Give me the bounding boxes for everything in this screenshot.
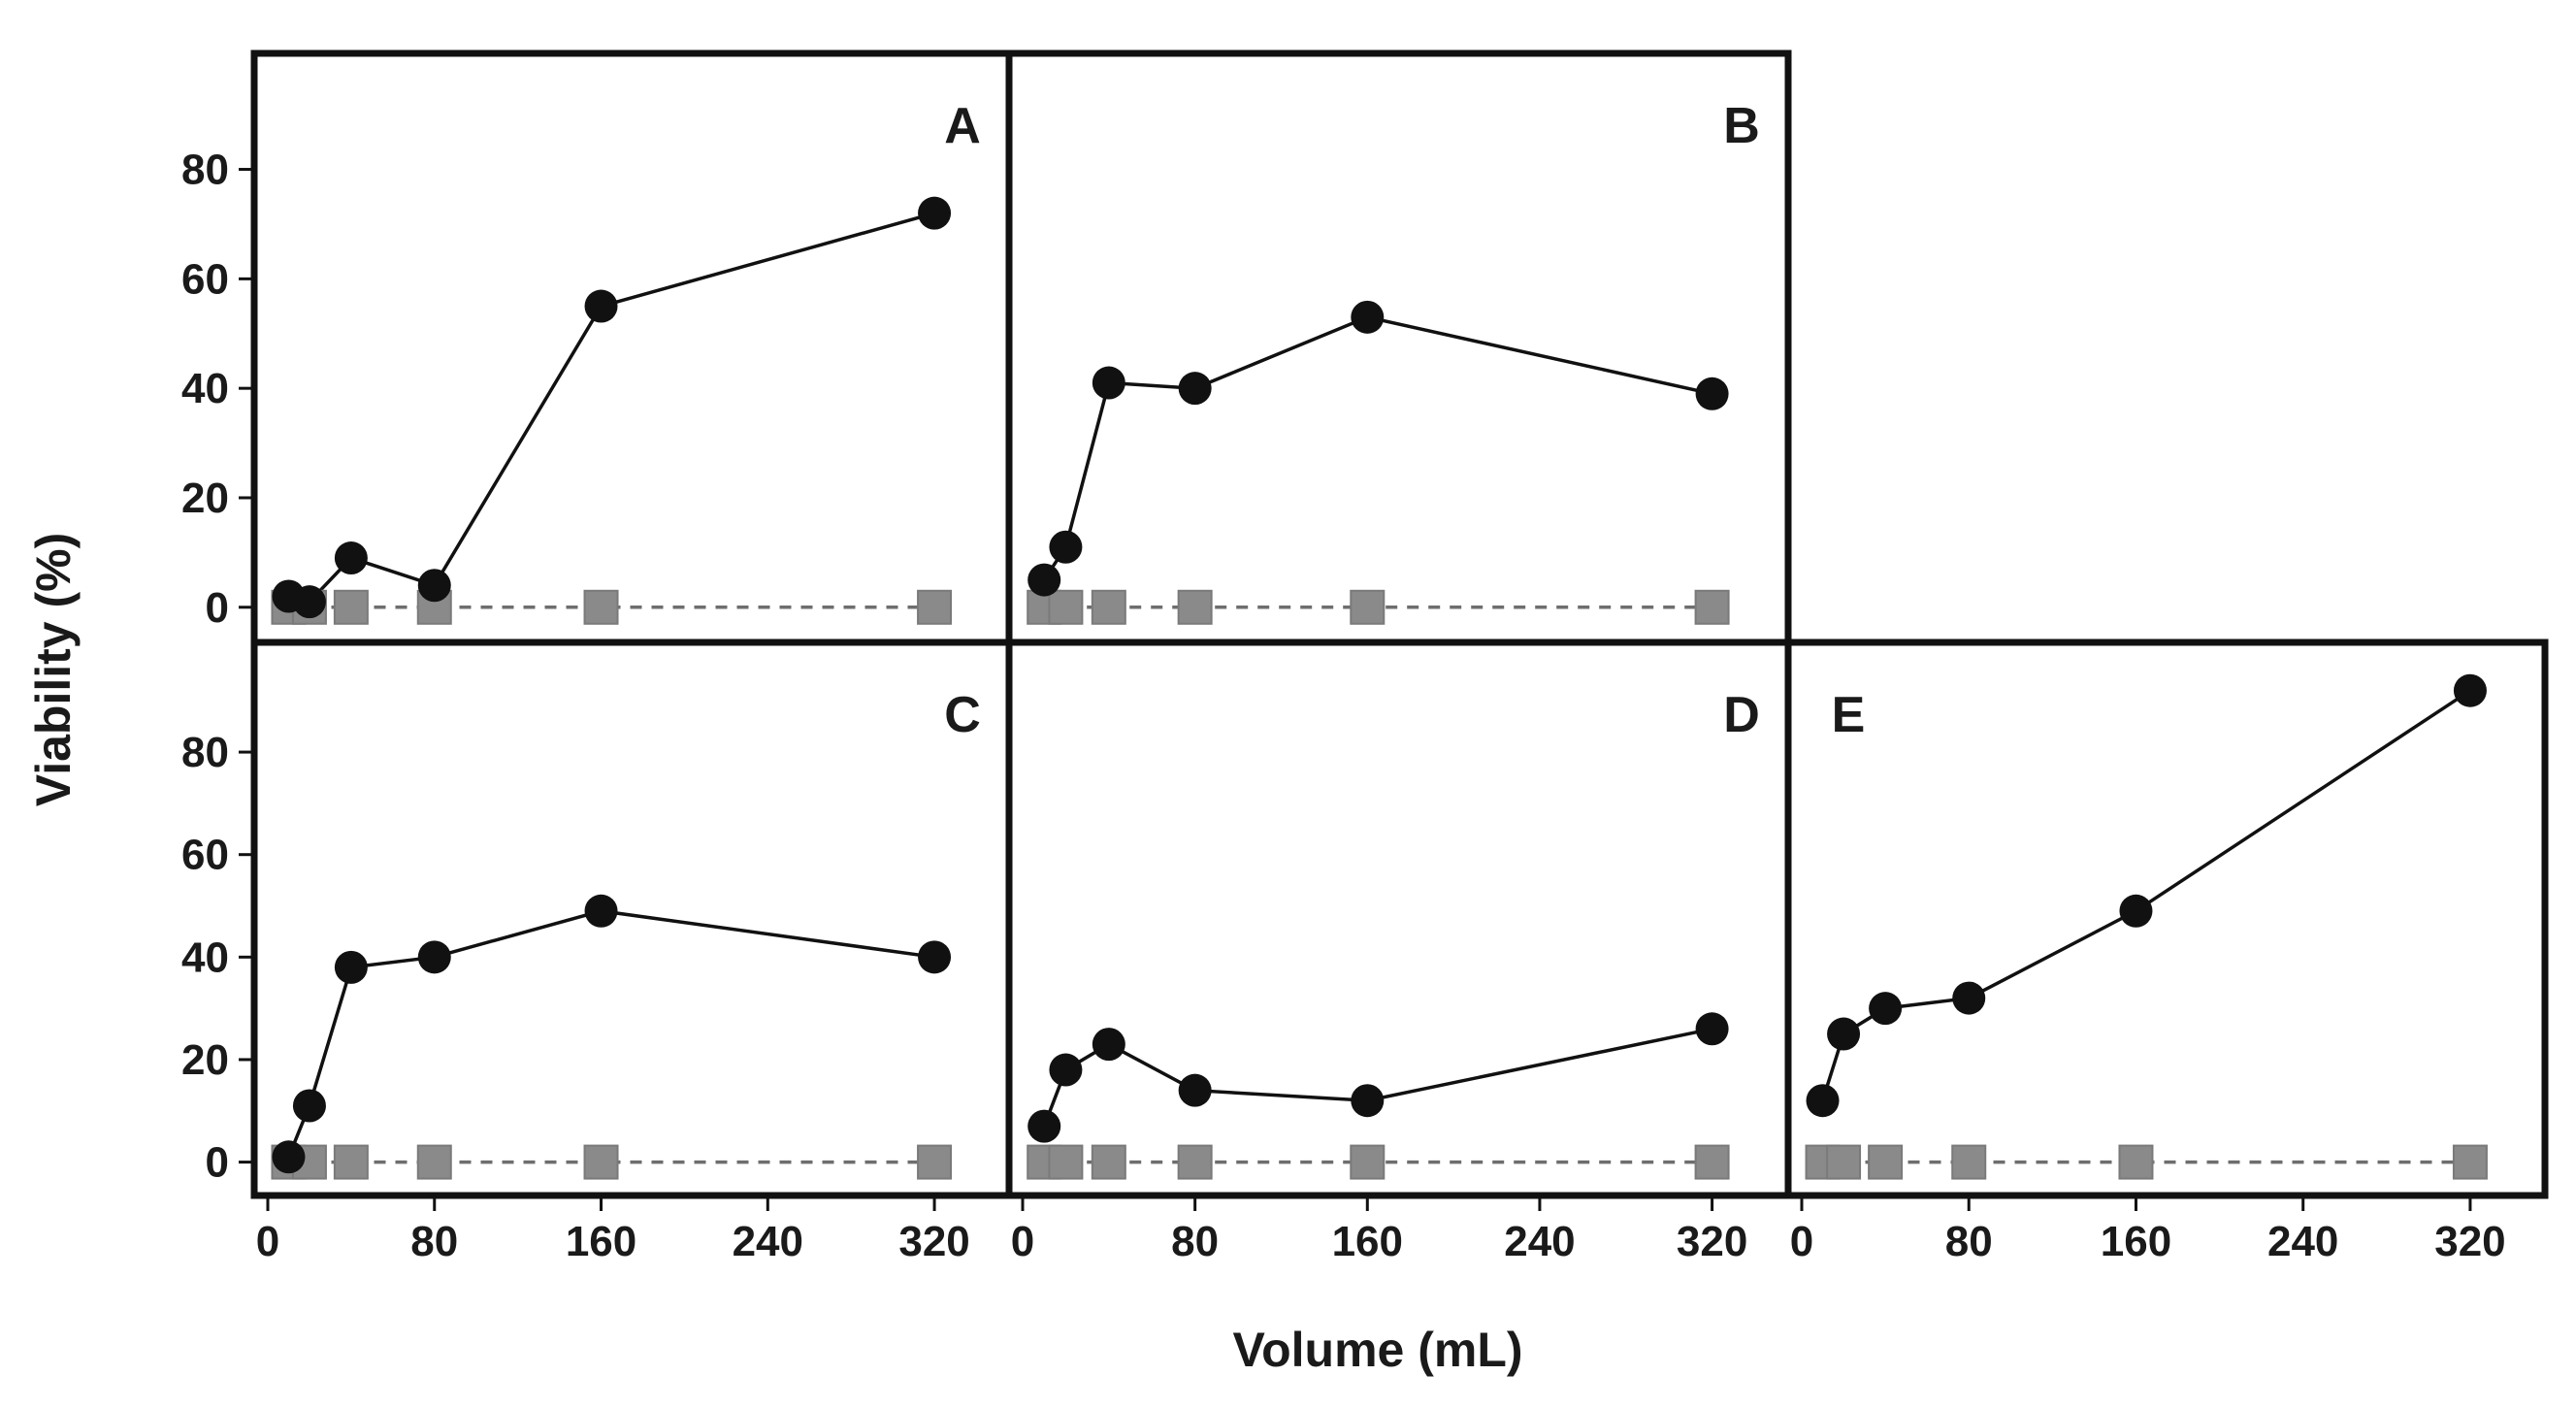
panel-d-circle-point — [1351, 1084, 1385, 1118]
panel-b-series-line — [1042, 314, 1712, 581]
panel-e-square-point — [1826, 1144, 1862, 1180]
panel-a-label: A — [944, 98, 981, 154]
panel-d: D 0 80 160 240 320 — [1005, 639, 1792, 1265]
panel-a-series-line — [288, 212, 935, 605]
panel-d-xtick-label: 320 — [1677, 1218, 1747, 1265]
panel-a-ytick-label: 60 — [181, 255, 229, 303]
panel-d-square-point — [1177, 1144, 1213, 1180]
panel-a-square-point — [917, 589, 953, 625]
panel-d-frame — [1005, 639, 1792, 1199]
panel-c-circle-point — [334, 950, 368, 984]
panel-a: A 0 20 40 60 80 — [181, 49, 1013, 646]
panel-b-circle-point — [1027, 563, 1061, 597]
panel-b-circle-point — [1178, 372, 1212, 406]
panel-c-ytick-label: 40 — [181, 933, 229, 981]
panel-b-circle-point — [1695, 377, 1729, 410]
panel-a-ytick-label: 40 — [181, 365, 229, 412]
panel-a-circle-point — [334, 541, 368, 575]
panel-e: E 0 80 160 240 320 — [1784, 639, 2549, 1265]
panel-e-square-point — [2118, 1144, 2154, 1180]
panel-c-xtick-label: 0 — [256, 1218, 279, 1265]
panel-e-circle-point — [1806, 1084, 1840, 1118]
panel-a-circle-point — [292, 585, 326, 619]
panel-b-square-point — [1177, 589, 1213, 625]
panel-c: C 0 20 40 60 80 0 80 160 240 320 — [181, 639, 1013, 1265]
panel-d-square-point — [1048, 1144, 1084, 1180]
panel-c-square-point — [917, 1144, 953, 1180]
panel-c-xtick-label: 160 — [566, 1218, 636, 1265]
panel-c-series-line — [286, 909, 935, 1158]
panel-c-circle-point — [417, 940, 451, 974]
panel-b-square-point — [1694, 589, 1730, 625]
panel-c-label: C — [944, 687, 981, 743]
panel-c-square-point — [583, 1144, 619, 1180]
panel-e-square-point — [2452, 1144, 2488, 1180]
panel-c-circle-point — [918, 940, 952, 974]
panel-d-circle-point — [1092, 1028, 1125, 1062]
panel-c-square-point — [416, 1144, 452, 1180]
panel-c-circle-point — [584, 894, 618, 928]
panel-e-square-point — [1951, 1144, 1987, 1180]
panel-a-ytick-label: 20 — [181, 475, 229, 522]
panel-e-label: E — [1832, 687, 1866, 743]
panel-b-square-point — [1091, 589, 1126, 625]
panel-e-frame — [1784, 639, 2549, 1199]
panel-e-square-point — [1868, 1144, 1904, 1180]
panel-b: B — [1005, 49, 1792, 646]
panel-c-ytick-label: 0 — [206, 1139, 229, 1187]
panel-e-circle-point — [2453, 673, 2487, 707]
panel-d-circle-point — [1178, 1073, 1212, 1107]
panel-d-xtick-label: 80 — [1171, 1218, 1219, 1265]
panel-b-circle-point — [1049, 530, 1083, 564]
panel-c-ytick-label: 60 — [181, 832, 229, 879]
panel-e-circle-point — [1827, 1017, 1861, 1051]
panel-d-circle-point — [1695, 1012, 1729, 1046]
panel-a-ytick-label: 0 — [206, 584, 229, 632]
panel-a-frame — [250, 49, 1013, 646]
panel-a-square-point — [333, 589, 369, 625]
panel-e-xtick-label: 0 — [1790, 1218, 1813, 1265]
panel-c-xtick-label: 80 — [410, 1218, 458, 1265]
panel-a-circle-point — [918, 196, 952, 230]
panel-c-ytick-label: 20 — [181, 1036, 229, 1084]
panel-b-circle-point — [1351, 300, 1385, 334]
panel-c-circle-point — [292, 1089, 326, 1123]
panel-b-square-point — [1048, 589, 1084, 625]
plot-layer: A 0 20 40 60 80 B C 0 20 40 60 80 0 80 160 240 320 D 0 80 160… — [181, 49, 2549, 1265]
panel-e-xtick-label: 240 — [2267, 1218, 2338, 1265]
x-axis-title: Volume (mL) — [1232, 1323, 1522, 1377]
panel-c-frame — [250, 639, 1013, 1199]
panel-d-circle-point — [1027, 1109, 1061, 1143]
y-axis-title: Viability (%) — [26, 533, 81, 806]
panel-d-circle-point — [1049, 1053, 1083, 1087]
panel-b-frame — [1005, 49, 1792, 646]
panel-d-square-point — [1350, 1144, 1386, 1180]
panel-b-circle-point — [1092, 366, 1125, 400]
panel-e-xtick-label: 80 — [1945, 1218, 1993, 1265]
panel-a-square-point — [583, 589, 619, 625]
panel-a-ytick-label: 80 — [181, 147, 229, 194]
panel-a-circle-point — [584, 289, 618, 323]
panel-c-xtick-label: 240 — [733, 1218, 803, 1265]
panel-e-circle-point — [1952, 981, 1986, 1015]
panel-c-ytick-label: 80 — [181, 729, 229, 776]
panel-b-square-point — [1350, 589, 1386, 625]
panel-c-square-point — [333, 1144, 369, 1180]
panel-c-xtick-label: 320 — [898, 1218, 969, 1265]
panel-e-xtick-label: 160 — [2101, 1218, 2171, 1265]
panel-e-circle-point — [2119, 894, 2153, 928]
panel-a-circle-point — [417, 569, 451, 603]
panel-d-square-point — [1091, 1144, 1126, 1180]
panel-d-xtick-label: 0 — [1011, 1218, 1034, 1265]
panel-d-xtick-label: 240 — [1504, 1218, 1575, 1265]
panel-e-circle-point — [1869, 992, 1903, 1026]
panel-d-xtick-label: 160 — [1332, 1218, 1403, 1265]
panel-e-xtick-label: 320 — [2434, 1218, 2505, 1265]
panel-b-label: B — [1723, 98, 1760, 154]
panel-d-square-point — [1694, 1144, 1730, 1180]
panel-d-label: D — [1723, 687, 1760, 743]
panel-c-circle-point — [272, 1140, 306, 1174]
panel-e-series-line — [1820, 689, 2471, 1101]
